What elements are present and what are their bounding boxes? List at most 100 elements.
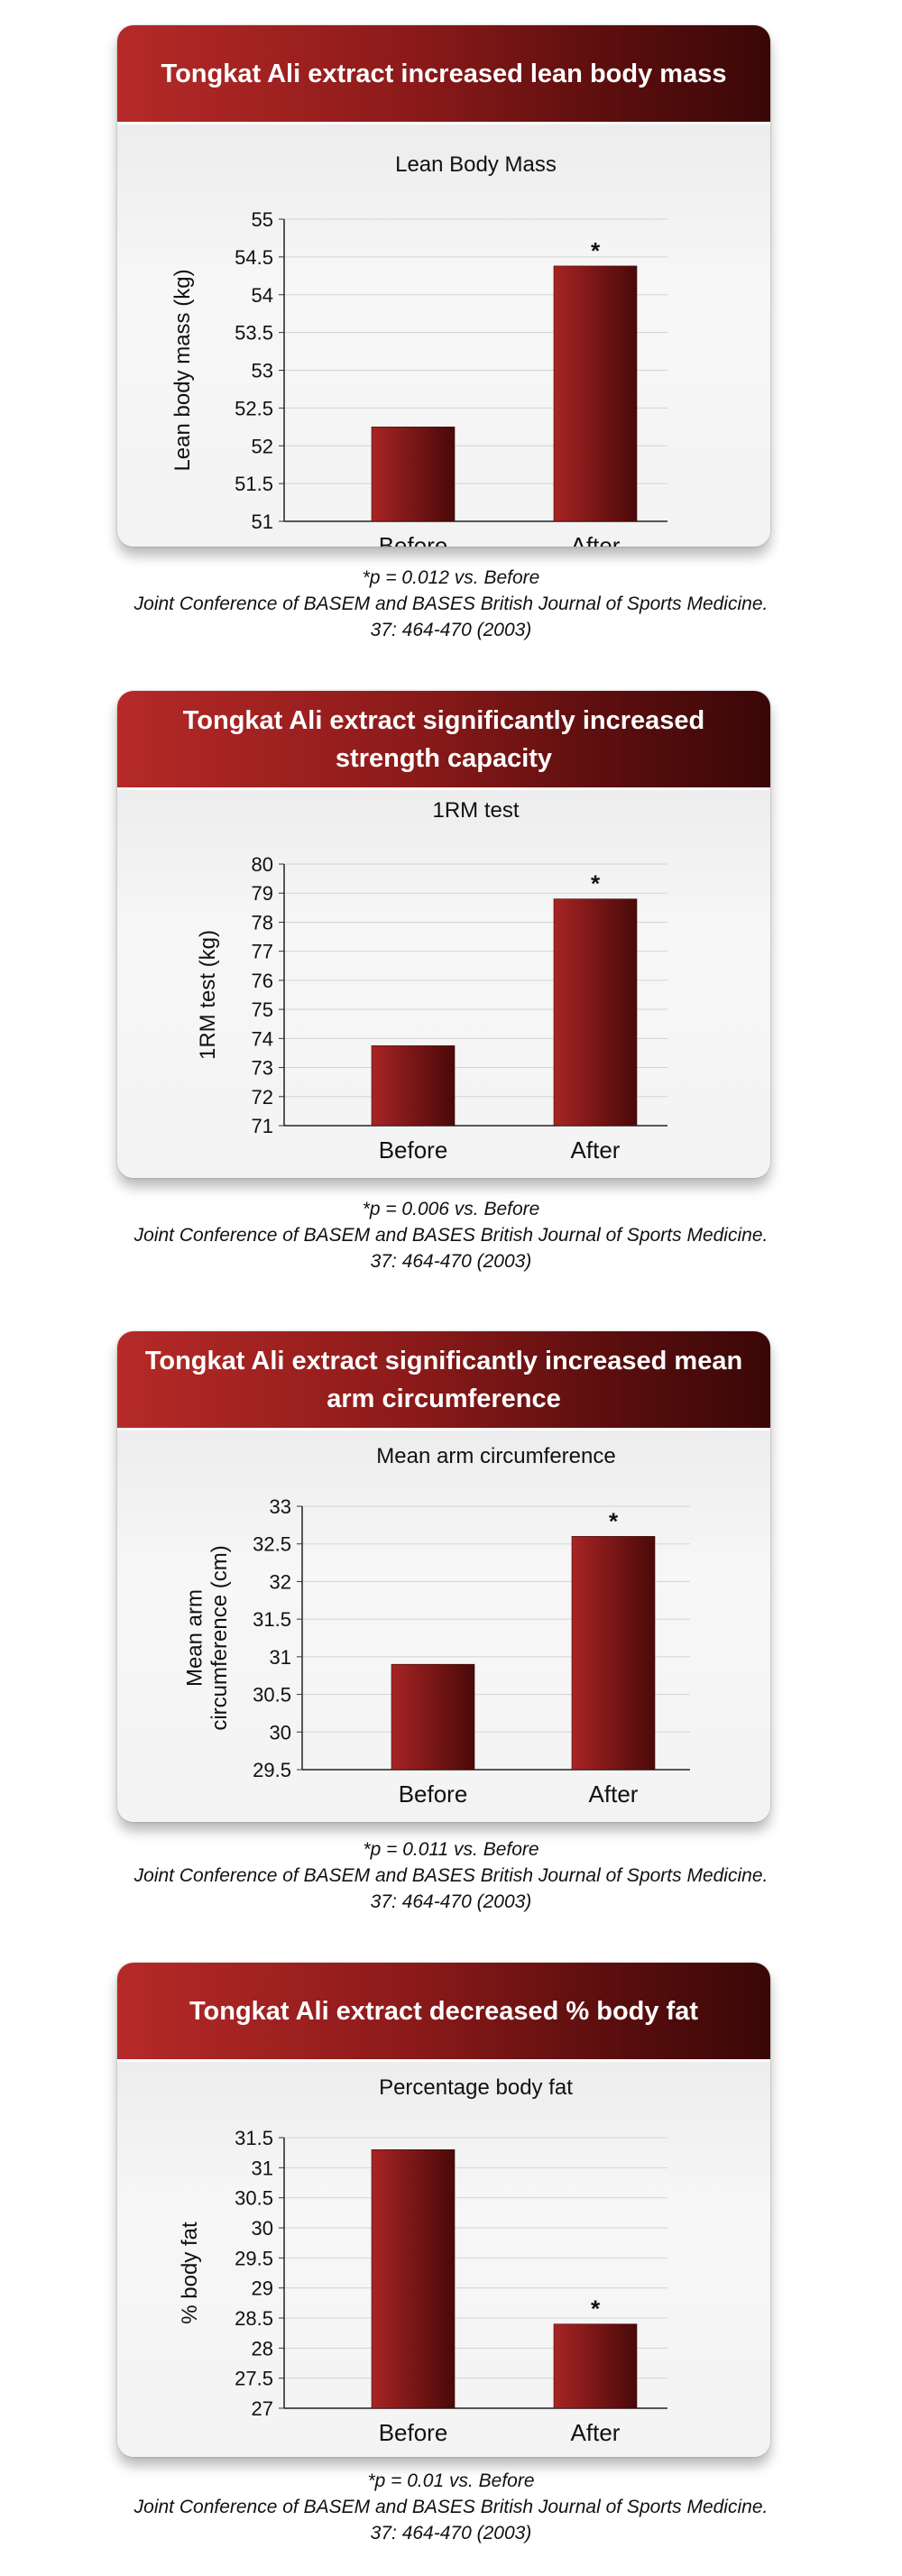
x-category-label: Before: [399, 1780, 468, 1808]
y-axis-label: Mean armcircumference (cm): [183, 1545, 233, 1730]
y-tick-label: 30.5: [235, 2187, 273, 2210]
y-tick-label: 30: [270, 1721, 291, 1743]
bar-chart-percentage-body-fat: Percentage body fat 27 27.5 28 28.5 29 29.5 30 3…: [178, 2075, 667, 2446]
y-tick-label: 31: [270, 1646, 291, 1669]
y-tick-label: 54.5: [235, 246, 273, 269]
x-category-label: Before: [379, 2419, 448, 2446]
card-header-title: Tongkat Ali extract decreased % body fat: [189, 1996, 699, 2026]
y-tick-label: 29.5: [235, 2247, 273, 2269]
y-tick-label: 29.5: [253, 1759, 291, 1781]
y-tick-label: 32: [270, 1570, 291, 1593]
caption-percentage-body-fat: *p = 0.01 vs. Before Joint Conference of…: [0, 2468, 902, 2546]
y-tick-label: 28.5: [235, 2307, 273, 2330]
x-category-label: Before: [379, 532, 448, 547]
card-header-title: Tongkat Ali extract significantly increa…: [144, 1346, 743, 1413]
y-tick-label: 77: [252, 941, 273, 963]
card-header: Tongkat Ali extract decreased % body fat: [117, 1963, 770, 2062]
significance-marker: *: [609, 1507, 619, 1534]
card-body: 1RM test 71 72 73 74 75 76 77 78 79 80 Before After *…: [117, 790, 770, 1178]
y-tick-label: 27.5: [235, 2368, 273, 2390]
footnote-p-value: *p = 0.011 vs. Before: [363, 1839, 539, 1860]
significance-marker: *: [591, 2295, 601, 2323]
citation-reference: 37: 464-470 (2003): [370, 2523, 532, 2544]
citation-text: Joint Conference of BASEM and BASES Brit…: [133, 593, 769, 614]
y-tick-label: 76: [252, 970, 273, 992]
card-header: Tongkat Ali extract significantly increa…: [117, 691, 770, 790]
citation-reference: 37: 464-470 (2003): [370, 1891, 532, 1912]
x-category-label: After: [571, 2419, 621, 2446]
x-category-label: After: [589, 1780, 639, 1808]
y-tick-label: 51.5: [235, 473, 273, 495]
card-header-title: Tongkat Ali extract significantly increa…: [182, 705, 705, 773]
y-tick-label: 51: [252, 511, 273, 533]
citation-reference: 37: 464-470 (2003): [370, 620, 532, 640]
y-tick-label: 53.5: [235, 322, 273, 345]
card-header: Tongkat Ali extract increased lean body …: [117, 25, 770, 124]
bar-after: [571, 1536, 656, 1771]
card-body: Lean Body Mass 51 51.5 52 52.5 53 53.5 54 54.5 55…: [117, 124, 770, 547]
chart-card-lean-body-mass: Tongkat Ali extract increased lean body …: [117, 25, 770, 547]
y-tick-label: 80: [252, 853, 273, 876]
y-tick-label: 78: [252, 911, 273, 934]
significance-marker: *: [591, 870, 601, 897]
citation-text: Joint Conference of BASEM and BASES Brit…: [133, 1225, 769, 1246]
bar-chart-lean-body-mass: Lean Body Mass 51 51.5 52 52.5 53 53.5 54 54.5 55…: [170, 152, 667, 547]
y-axis-label: Lean body mass (kg): [170, 269, 195, 471]
bar-after: [553, 2323, 638, 2409]
y-axis-label: 1RM test (kg): [196, 930, 220, 1060]
y-tick-label: 72: [252, 1086, 273, 1109]
y-tick-label: 27: [252, 2397, 273, 2420]
y-axis-label: % body fat: [178, 2222, 202, 2324]
bar-before: [371, 1045, 456, 1127]
y-tick-label: 75: [252, 998, 273, 1021]
y-tick-label: 31.5: [253, 1608, 291, 1631]
card-header-title: Tongkat Ali extract increased lean body …: [161, 59, 727, 88]
citation-text: Joint Conference of BASEM and BASES Brit…: [133, 1865, 769, 1886]
y-tick-label: 31: [252, 2157, 273, 2179]
card-header: Tongkat Ali extract significantly increa…: [117, 1331, 770, 1431]
caption-1rm-test: *p = 0.006 vs. Before Joint Conference o…: [0, 1196, 902, 1274]
y-tick-label: 33: [270, 1495, 291, 1518]
chart-title: Mean arm circumference: [376, 1444, 615, 1468]
significance-marker: *: [591, 237, 601, 264]
card-body: Mean arm circumference 29.5 30 30.5 31 31.5 32…: [117, 1431, 770, 1822]
y-tick-label: 79: [252, 882, 273, 905]
bar-chart-1rm-test: 1RM test 71 72 73 74 75 76 77 78 79 80 Before After *…: [196, 798, 667, 1164]
y-tick-label: 52: [252, 435, 273, 457]
y-tick-label: 54: [252, 284, 273, 307]
y-tick-label: 28: [252, 2337, 273, 2360]
citation-reference: 37: 464-470 (2003): [370, 1251, 532, 1272]
x-category-label: Before: [379, 1136, 448, 1164]
y-tick-label: 32.5: [253, 1533, 291, 1556]
bar-after: [553, 265, 638, 522]
y-tick-label: 55: [252, 208, 273, 231]
card-body: Percentage body fat 27 27.5 28 28.5 29 29.5 30 3…: [117, 2062, 770, 2457]
x-category-label: After: [571, 1136, 621, 1164]
footnote-p-value: *p = 0.012 vs. Before: [362, 567, 540, 588]
chart-card-mean-arm-circumference: Tongkat Ali extract significantly increa…: [117, 1331, 770, 1822]
bar-after: [553, 898, 638, 1127]
footnote-p-value: *p = 0.01 vs. Before: [367, 2470, 535, 2491]
bar-before: [371, 427, 456, 522]
citation-text: Joint Conference of BASEM and BASES Brit…: [133, 2497, 769, 2517]
y-tick-label: 30.5: [253, 1684, 291, 1707]
chart-title: 1RM test: [432, 798, 519, 823]
caption-mean-arm-circumference: *p = 0.011 vs. Before Joint Conference o…: [0, 1836, 902, 1915]
y-tick-label: 29: [252, 2277, 273, 2300]
bar-chart-mean-arm-circumference: Mean arm circumference 29.5 30 30.5 31 31.5 32…: [183, 1444, 690, 1808]
x-category-label: After: [571, 532, 621, 547]
y-tick-label: 53: [252, 360, 273, 382]
y-tick-label: 74: [252, 1027, 273, 1050]
y-tick-label: 71: [252, 1115, 273, 1137]
bar-before: [391, 1663, 475, 1771]
footnote-p-value: *p = 0.006 vs. Before: [362, 1199, 540, 1219]
caption-lean-body-mass: *p = 0.012 vs. Before Joint Conference o…: [0, 565, 902, 643]
chart-title: Lean Body Mass: [395, 152, 557, 177]
bar-before: [371, 2149, 456, 2409]
chart-card-1rm-test: Tongkat Ali extract significantly increa…: [117, 691, 770, 1178]
y-tick-label: 73: [252, 1057, 273, 1080]
chart-card-percentage-body-fat: Tongkat Ali extract decreased % body fat…: [117, 1963, 770, 2457]
y-tick-label: 31.5: [235, 2127, 273, 2149]
y-tick-label: 30: [252, 2217, 273, 2240]
y-tick-label: 52.5: [235, 397, 273, 419]
